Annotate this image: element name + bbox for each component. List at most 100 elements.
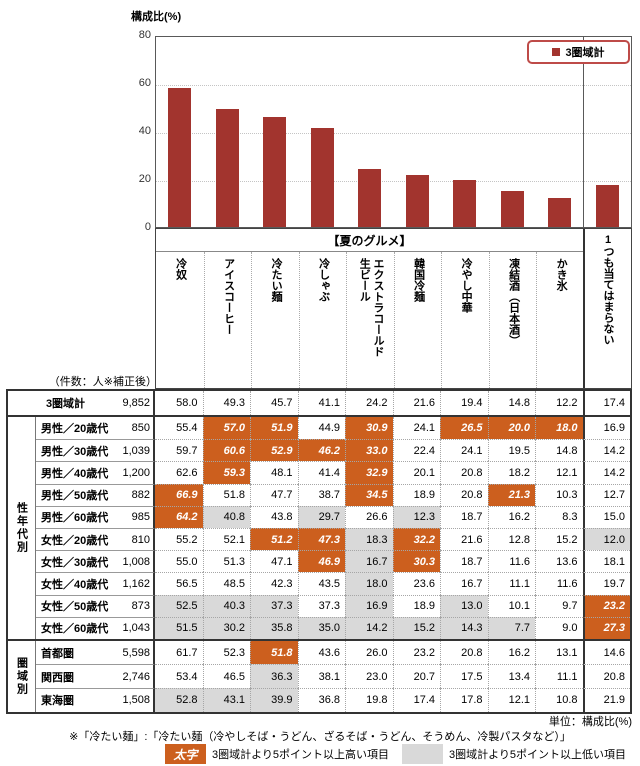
- value-cell: 47.3: [297, 527, 345, 551]
- value-cell: 16.7: [345, 550, 393, 573]
- value-cell: 11.1: [535, 664, 583, 689]
- column-header: 凍結酒（日本酒）: [488, 252, 537, 388]
- value-cell: 14.8: [535, 439, 583, 462]
- item-header-row: 冷奴 アイスコーヒー 冷たい麺 冷しゃぶ エクストラコールド 生ビール 韓国冷麺 冷やし中華…: [156, 252, 583, 388]
- value-cell: 40.8: [202, 505, 250, 528]
- value-cell: 61.7: [176, 646, 198, 659]
- row-count: 1,162: [122, 572, 155, 595]
- value-cell: 15.2: [392, 616, 440, 639]
- legend-swatch-icon: [552, 48, 561, 56]
- value-cell: 16.9: [582, 417, 631, 440]
- column-header: 冷しゃぶ: [298, 252, 347, 388]
- value-cell: 14.2: [582, 439, 630, 462]
- value-cell: 55.2: [155, 527, 203, 550]
- value-cell: 41.1: [297, 391, 346, 415]
- value-cell: 11.6: [487, 550, 535, 573]
- column-header: かき氷: [536, 252, 584, 388]
- value-cell: 10.1: [487, 594, 535, 617]
- row-count: 1,008: [122, 550, 155, 573]
- row-count: 1,508: [122, 688, 155, 712]
- column-separator-line: [583, 37, 584, 227]
- column-header: アイスコーヒー: [203, 252, 252, 388]
- value-cell: 27.3: [582, 616, 630, 639]
- value-cell: 53.4: [155, 664, 203, 688]
- value-cell: 51.2: [250, 527, 298, 551]
- row-label: 3圏域計: [45, 398, 86, 410]
- value-cell: 24.1: [440, 439, 488, 462]
- value-cell: 48.1: [250, 461, 298, 484]
- value-cell: 43.5: [297, 572, 345, 595]
- value-cell: 43.1: [202, 688, 250, 712]
- unit-label: 単位：構成比(%): [548, 716, 632, 728]
- value-cell: 19.4: [440, 391, 488, 415]
- row-label: 首都圏: [41, 647, 74, 660]
- data-table: 3圏域計 9,852 58.0 49.3 45.7 41.1 24.2 21.6 19.4 14.…: [6, 389, 632, 714]
- row-count: 985: [123, 505, 155, 528]
- category-header-band: 【夏のグルメ】 冷奴 アイスコーヒー 冷たい麺 冷しゃぶ エクストラコールド 生ビール韓…: [155, 228, 632, 389]
- bar: [168, 88, 191, 227]
- value-cell: 52.9: [250, 439, 298, 462]
- value-cell: 46.2: [297, 439, 345, 462]
- value-cell: 59.3: [202, 461, 250, 484]
- value-cell: 18.9: [392, 594, 440, 617]
- bar: [405, 175, 429, 227]
- value-cell: 20.8: [440, 640, 488, 665]
- y-tick-80: 80: [138, 29, 151, 41]
- table-group: 性年代別 男性／20歳代 850 55.4 57.0 51.9 44.9 30.9 24.1 26…: [8, 415, 630, 639]
- group-label: 圏域別: [8, 640, 36, 712]
- row-label: 男性／20歳代: [41, 423, 109, 436]
- value-cell: 51.8: [202, 483, 250, 506]
- value-cell: 30.9: [345, 417, 393, 440]
- value-cell: 12.1: [487, 688, 535, 712]
- value-cell: 19.7: [582, 572, 630, 595]
- value-cell: 41.4: [297, 461, 345, 484]
- row-label: 男性／30歳代: [36, 439, 123, 461]
- value-cell: 34.5: [345, 483, 393, 506]
- row-count: 882: [123, 483, 155, 506]
- gridline-20: [156, 181, 631, 182]
- value-cell: 29.7: [297, 505, 345, 528]
- value-cell: 24.2: [345, 391, 393, 415]
- value-cell: 20.7: [392, 664, 440, 689]
- value-cell: 10.3: [535, 483, 583, 506]
- value-cell: 66.9: [155, 483, 203, 506]
- value-cell: 39.9: [250, 688, 298, 712]
- value-cell: 16.2: [487, 640, 536, 665]
- value-cell: 14.2: [345, 616, 393, 639]
- row-label: 男性／40歳代: [36, 461, 123, 483]
- value-cell: 43.6: [297, 640, 346, 665]
- value-cell: 8.3: [535, 505, 583, 528]
- value-cell: 12.7: [582, 483, 630, 506]
- value-cell: 51.5: [155, 616, 203, 639]
- value-cell: 52.1: [202, 527, 250, 551]
- value-cell: 21.9: [582, 688, 630, 712]
- bar: [215, 109, 239, 227]
- value-cell: 9.0: [535, 616, 583, 639]
- value-cell: 57.0: [202, 417, 250, 440]
- value-cell: 52.5: [155, 594, 203, 617]
- value-cell: 16.2: [487, 505, 535, 528]
- value-cell: 13.1: [535, 640, 583, 665]
- value-cell: 47.7: [250, 483, 298, 506]
- bar: [358, 169, 381, 227]
- value-cell: 23.0: [345, 664, 393, 689]
- value-cell: 23.2: [392, 640, 441, 665]
- value-cell: 23.2: [582, 594, 630, 617]
- value-cell: 58.0: [176, 397, 198, 409]
- value-cell: 15.0: [582, 505, 630, 528]
- value-cell: 7.7: [487, 616, 535, 639]
- row-count: 2,746: [122, 664, 155, 689]
- value-cell: 20.0: [487, 417, 535, 440]
- value-cell: 21.6: [440, 527, 488, 551]
- row-label: 女性／60歳代: [36, 616, 123, 639]
- value-cell: 35.0: [297, 616, 345, 639]
- value-cell: 18.7: [440, 505, 488, 528]
- gridline-40: [156, 133, 631, 134]
- value-cell: 32.9: [345, 461, 393, 484]
- low-swatch: [402, 744, 444, 764]
- value-cell: 17.5: [440, 664, 488, 689]
- value-cell: 11.6: [535, 572, 583, 595]
- value-cell: 19.5: [487, 439, 535, 462]
- value-cell: 59.7: [155, 439, 203, 461]
- column-header: 冷奴: [174, 258, 187, 280]
